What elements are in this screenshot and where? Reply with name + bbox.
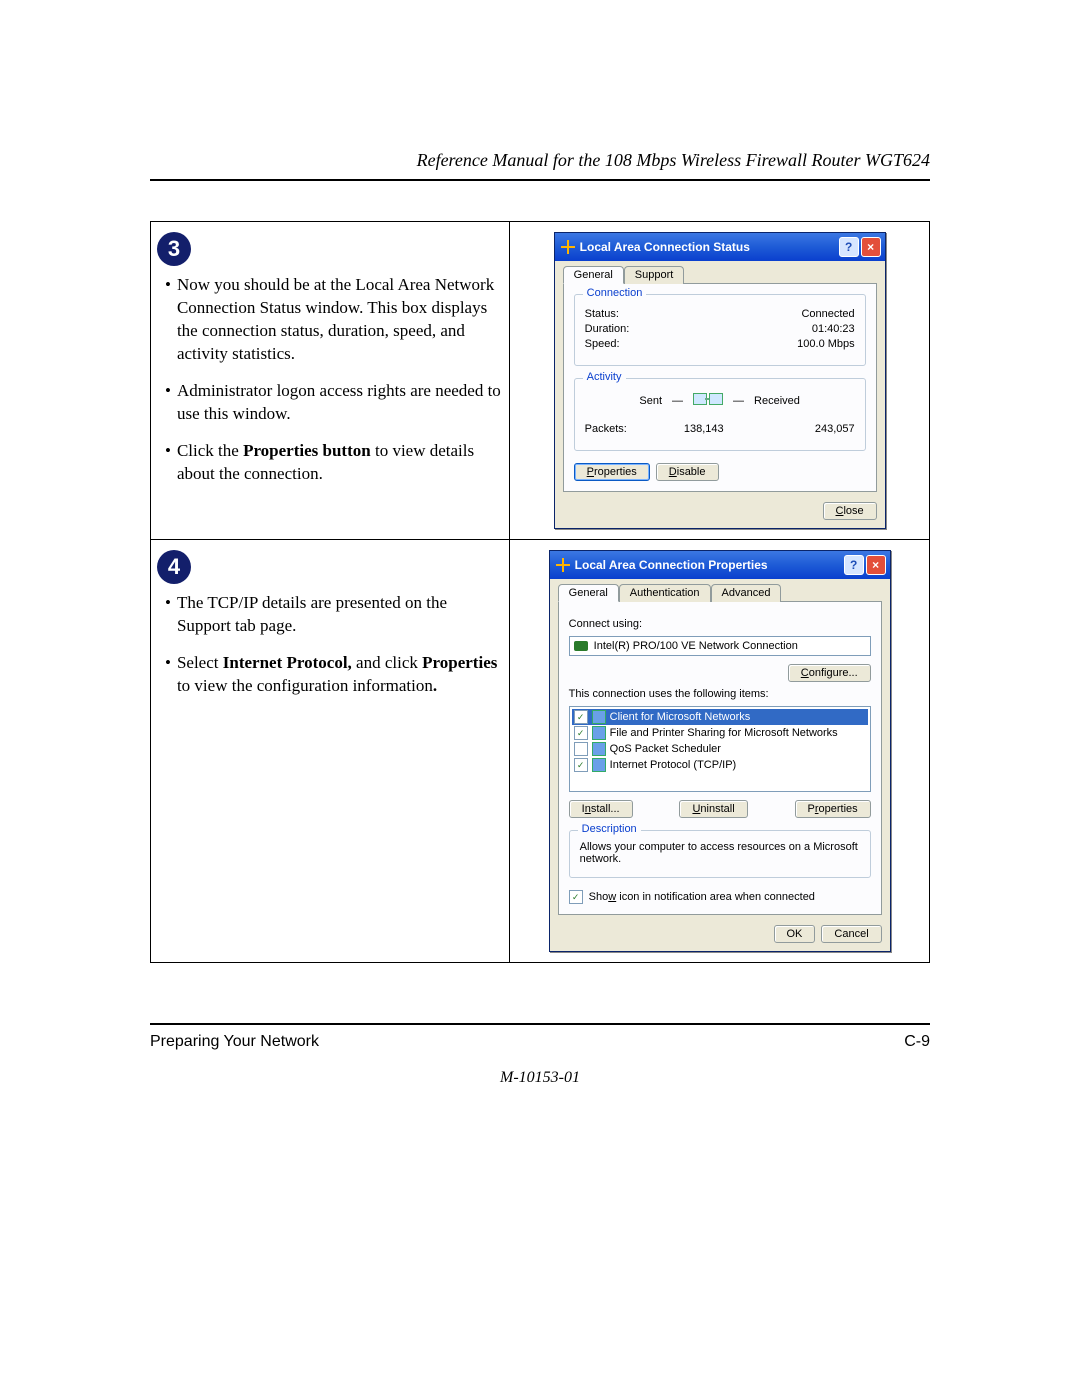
tab-advanced[interactable]: Advanced bbox=[711, 584, 782, 602]
activity-legend: Activity bbox=[583, 371, 626, 383]
tab-general[interactable]: General bbox=[558, 584, 619, 602]
status-titlebar: Local Area Connection Status ? × bbox=[555, 233, 885, 261]
step4-badge: 4 bbox=[157, 550, 191, 584]
bullet-text: Now you should be at the Local Area Netw… bbox=[177, 274, 503, 366]
component-icon bbox=[592, 758, 606, 772]
page-header: Reference Manual for the 108 Mbps Wirele… bbox=[150, 150, 930, 181]
item-label: QoS Packet Scheduler bbox=[610, 743, 721, 755]
component-icon bbox=[592, 710, 606, 724]
tab-support[interactable]: Support bbox=[624, 266, 685, 284]
item-checkbox[interactable]: ✓ bbox=[574, 710, 588, 724]
connect-using-label: Connect using: bbox=[569, 618, 871, 630]
description-legend: Description bbox=[578, 823, 641, 835]
description-group: Description Allows your computer to acce… bbox=[569, 830, 871, 878]
bullet-text: The TCP/IP details are presented on the … bbox=[177, 592, 503, 638]
step4-image-cell: Local Area Connection Properties ? × Gen… bbox=[510, 540, 930, 963]
properties-button[interactable]: Properties bbox=[574, 463, 650, 481]
item-checkbox[interactable] bbox=[574, 742, 588, 756]
list-item[interactable]: ✓ Client for Microsoft Networks bbox=[572, 709, 868, 725]
properties-dialog: Local Area Connection Properties ? × Gen… bbox=[549, 550, 891, 952]
component-icon bbox=[592, 726, 606, 740]
component-icon bbox=[592, 742, 606, 756]
bullet-text: Click the Properties button to view deta… bbox=[177, 440, 503, 486]
disable-button[interactable]: Disable bbox=[656, 463, 719, 481]
adapter-field: Intel(R) PRO/100 VE Network Connection bbox=[569, 636, 871, 656]
steps-table: 3 •Now you should be at the Local Area N… bbox=[150, 221, 930, 963]
uninstall-button[interactable]: Uninstall bbox=[679, 800, 747, 818]
cancel-button[interactable]: Cancel bbox=[821, 925, 881, 943]
close-dialog-button[interactable]: Close bbox=[823, 502, 877, 520]
item-checkbox[interactable]: ✓ bbox=[574, 726, 588, 740]
footer-right: C-9 bbox=[904, 1033, 930, 1051]
speed-value: 100.0 Mbps bbox=[797, 338, 854, 350]
item-label: Internet Protocol (TCP/IP) bbox=[610, 759, 737, 771]
step3-badge: 3 bbox=[157, 232, 191, 266]
list-item[interactable]: ✓ File and Printer Sharing for Microsoft … bbox=[572, 725, 868, 741]
bullet-text: Administrator logon access rights are ne… bbox=[177, 380, 503, 426]
install-button[interactable]: Install... bbox=[569, 800, 633, 818]
connection-legend: Connection bbox=[583, 287, 647, 299]
list-item[interactable]: ✓ Internet Protocol (TCP/IP) bbox=[572, 757, 868, 773]
activity-icon bbox=[693, 389, 723, 413]
tab-general[interactable]: General bbox=[563, 266, 624, 284]
props-titlebar: Local Area Connection Properties ? × bbox=[550, 551, 890, 579]
adapter-name: Intel(R) PRO/100 VE Network Connection bbox=[594, 640, 798, 652]
document-code: M-10153-01 bbox=[150, 1069, 930, 1087]
duration-value: 01:40:23 bbox=[812, 323, 855, 335]
bullet-text: Select Internet Protocol, and click Prop… bbox=[177, 652, 503, 698]
list-item[interactable]: QoS Packet Scheduler bbox=[572, 741, 868, 757]
item-checkbox[interactable]: ✓ bbox=[574, 758, 588, 772]
activity-group: Activity Sent — — Received Packets: bbox=[574, 378, 866, 451]
sent-label: Sent bbox=[639, 395, 662, 407]
components-listbox[interactable]: ✓ Client for Microsoft Networks ✓ File and … bbox=[569, 706, 871, 792]
show-icon-label: Show icon in notification area when conn… bbox=[589, 891, 815, 903]
packets-label: Packets: bbox=[585, 423, 627, 435]
configure-button[interactable]: Configure... bbox=[788, 664, 871, 682]
duration-label: Duration: bbox=[585, 323, 630, 335]
props-title: Local Area Connection Properties bbox=[575, 558, 768, 572]
close-button[interactable]: × bbox=[866, 555, 886, 575]
tab-authentication[interactable]: Authentication bbox=[619, 584, 711, 602]
speed-label: Speed: bbox=[585, 338, 620, 350]
item-properties-button[interactable]: Properties bbox=[795, 800, 871, 818]
status-value: Connected bbox=[801, 308, 854, 320]
status-dialog: Local Area Connection Status ? × General… bbox=[554, 232, 886, 529]
packets-sent: 138,143 bbox=[684, 423, 724, 435]
step4-text-cell: 4 •The TCP/IP details are presented on t… bbox=[151, 540, 510, 963]
step3-text-cell: 3 •Now you should be at the Local Area N… bbox=[151, 222, 510, 540]
description-text: Allows your computer to access resources… bbox=[580, 841, 860, 865]
status-title: Local Area Connection Status bbox=[580, 240, 750, 254]
step3-image-cell: Local Area Connection Status ? × General… bbox=[510, 222, 930, 540]
item-label: File and Printer Sharing for Microsoft N… bbox=[610, 727, 838, 739]
connection-group: Connection Status:Connected Duration:01:… bbox=[574, 294, 866, 366]
status-label: Status: bbox=[585, 308, 619, 320]
show-icon-checkbox[interactable]: ✓ bbox=[569, 890, 583, 904]
network-icon bbox=[561, 240, 575, 254]
nic-icon bbox=[574, 641, 588, 651]
network-icon bbox=[556, 558, 570, 572]
item-label: Client for Microsoft Networks bbox=[610, 711, 751, 723]
footer-left: Preparing Your Network bbox=[150, 1033, 319, 1051]
packets-received: 243,057 bbox=[815, 423, 855, 435]
help-button[interactable]: ? bbox=[844, 555, 864, 575]
received-label: Received bbox=[754, 395, 800, 407]
help-button[interactable]: ? bbox=[839, 237, 859, 257]
uses-label: This connection uses the following items… bbox=[569, 688, 871, 700]
close-button[interactable]: × bbox=[861, 237, 881, 257]
ok-button[interactable]: OK bbox=[774, 925, 816, 943]
